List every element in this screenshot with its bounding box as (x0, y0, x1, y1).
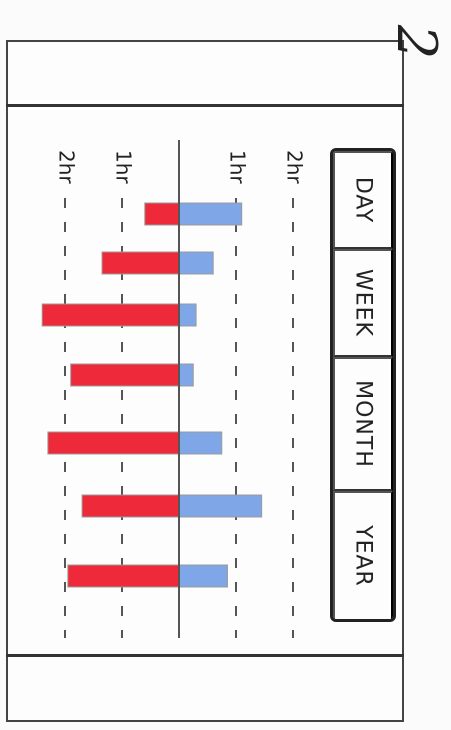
bar (41, 303, 180, 327)
tab-year-label: YEAR (350, 525, 376, 587)
bar (47, 431, 180, 455)
bar (178, 363, 194, 387)
tick-label: 2hr (283, 150, 307, 184)
bar (178, 251, 214, 275)
tab-week-label: WEEK (350, 269, 376, 337)
bar (101, 251, 180, 275)
bar (178, 494, 263, 518)
bar (178, 303, 197, 327)
tick-layer: 2hr 1hr 1hr 2hr (55, 150, 307, 184)
bar (178, 431, 223, 455)
bar (67, 564, 180, 588)
bottom-divider (6, 654, 404, 657)
tab-day-label: DAY (350, 176, 376, 224)
bar-layer (41, 202, 263, 588)
bar (70, 363, 180, 387)
bar (178, 564, 228, 588)
tick-label: 2hr (55, 150, 79, 184)
time-range-selector: DAY WEEK MONTH YEAR (330, 148, 396, 622)
bar (81, 494, 180, 518)
bar (144, 202, 180, 226)
tab-day[interactable]: DAY (333, 151, 393, 249)
tab-month-label: MONTH (350, 380, 376, 468)
tick-label: 1hr (226, 150, 250, 184)
tab-year[interactable]: YEAR (333, 491, 393, 619)
tab-week[interactable]: WEEK (333, 249, 393, 357)
tab-month[interactable]: MONTH (333, 357, 393, 491)
tick-label: 1hr (112, 150, 136, 184)
top-divider (6, 104, 404, 107)
bar (178, 202, 243, 226)
